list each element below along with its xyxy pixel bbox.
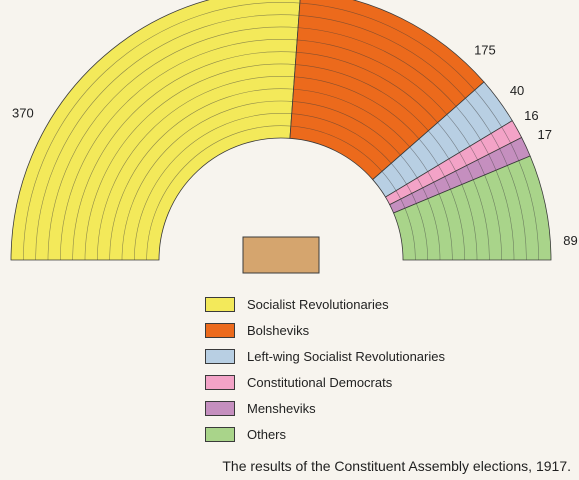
legend-swatch <box>205 296 235 312</box>
legend: Socialist Revolutionaries Bolsheviks Lef… <box>205 291 505 447</box>
legend-swatch <box>205 374 235 390</box>
legend-label: Others <box>247 426 287 442</box>
value-label-bolsheviks: 175 <box>474 42 496 57</box>
legend-swatch <box>205 400 235 416</box>
legend-label: Socialist Revolutionaries <box>247 296 389 312</box>
rostrum-block <box>242 236 320 274</box>
value-label-socialist-revolutionaries: 370 <box>12 106 34 121</box>
value-label-mensheviks: 17 <box>538 127 552 142</box>
legend-label: Bolsheviks <box>247 322 310 338</box>
legend-item-socialist-revolutionaries: Socialist Revolutionaries <box>205 291 505 317</box>
legend-item-left-wing-socialist-revolutionaries: Left-wing Socialist Revolutionaries <box>205 343 505 369</box>
legend-label: Left-wing Socialist Revolutionaries <box>247 348 445 364</box>
legend-swatch <box>205 348 235 364</box>
value-label-others: 89 <box>563 233 577 248</box>
legend-item-bolsheviks: Bolsheviks <box>205 317 505 343</box>
segment-others <box>393 155 552 261</box>
value-label-constitutional-democrats: 16 <box>524 108 538 123</box>
segment-bolsheviks <box>289 0 485 181</box>
segment-socialist-revolutionaries <box>10 0 301 261</box>
chart-caption: The results of the Constituent Assembly … <box>222 458 571 474</box>
legend-item-others: Others <box>205 421 505 447</box>
legend-item-constitutional-democrats: Constitutional Democrats <box>205 369 505 395</box>
legend-label: Mensheviks <box>247 400 316 416</box>
legend-label: Constitutional Democrats <box>247 374 393 390</box>
value-label-left-wing-socialist-revolutionaries: 40 <box>510 83 524 98</box>
legend-swatch <box>205 322 235 338</box>
legend-item-mensheviks: Mensheviks <box>205 395 505 421</box>
segment-constitutional-democrats <box>384 120 523 206</box>
legend-swatch <box>205 426 235 442</box>
